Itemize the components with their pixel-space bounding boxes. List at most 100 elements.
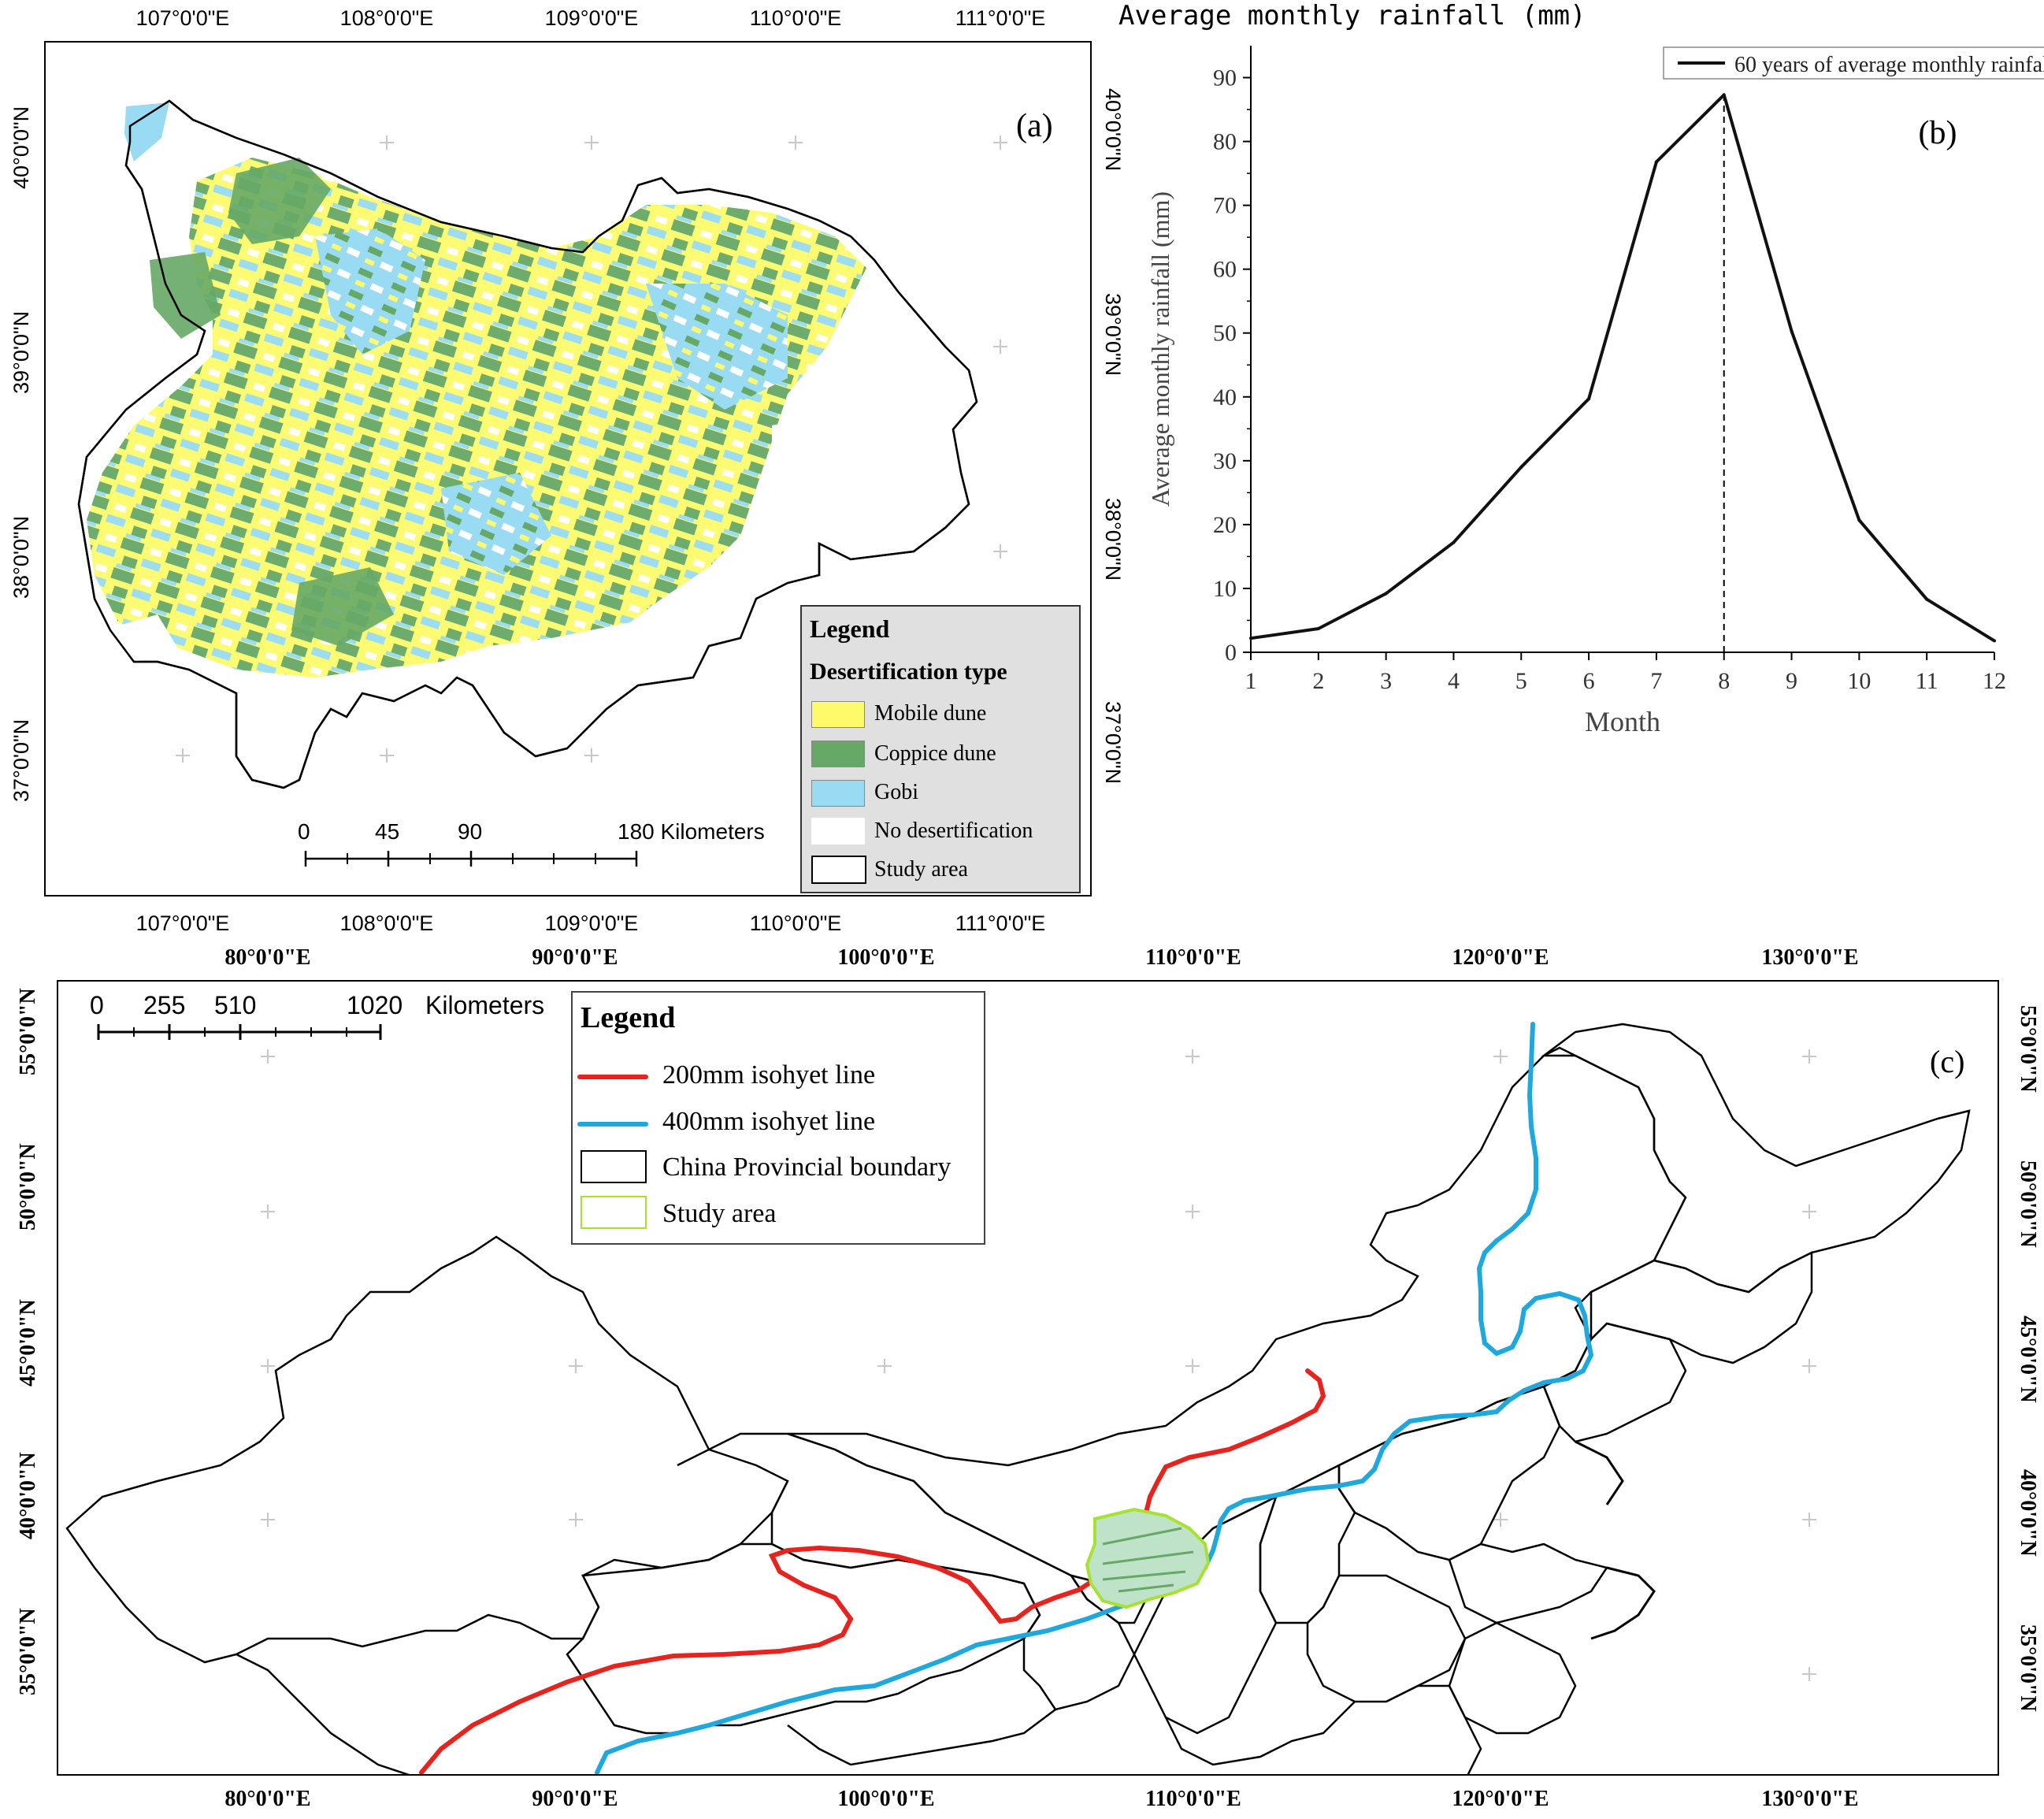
y-tick-label: 60: [1213, 257, 1237, 283]
graticule-cross: [569, 1359, 583, 1373]
lon-label-bottom: 109°0'0"E: [544, 911, 639, 935]
graticule-cross: [380, 135, 394, 150]
y-tick-label: 20: [1213, 512, 1237, 538]
graticule-cross: [569, 1513, 583, 1527]
legend-label: No desertification: [874, 819, 1033, 843]
data-point: [1925, 597, 1929, 601]
data-point: [1993, 639, 1996, 643]
coastline: [1590, 1566, 1656, 1640]
data-point: [1452, 540, 1456, 544]
lon-label-top: 107°0'0"E: [135, 6, 230, 30]
data-point: [1790, 329, 1794, 333]
scale-label: 180 Kilometers: [618, 819, 765, 844]
data-point: [1587, 397, 1591, 401]
graticule-cross: [261, 1049, 275, 1064]
study-area-map: [77, 99, 978, 867]
scale-label: Kilometers: [425, 991, 545, 1019]
lon-label-top: 109°0'0"E: [544, 6, 639, 30]
legend-label: 400mm isohyet line: [662, 1107, 876, 1136]
graticule-cross: [993, 135, 1007, 150]
y-tick-label: 30: [1213, 448, 1237, 474]
graticule-cross: [261, 1205, 275, 1219]
legend-label: Coppice dune: [874, 741, 996, 766]
province-boundary: [1448, 1542, 1609, 1624]
y-tick-label: 0: [1225, 640, 1237, 666]
coastline: [1575, 1440, 1624, 1505]
legend-label: China Provincial boundary: [662, 1153, 952, 1182]
y-tick-label: 80: [1213, 129, 1237, 155]
legend-title: Legend: [581, 1001, 676, 1034]
panel-b-rainfall-chart: 0 10 20 30 40 50 60 70 80 90 1 2 3 4 5 6 7 8 9 10 11 12 Month A…: [1118, 0, 2044, 945]
legend-swatch-no-desertification: [811, 818, 865, 845]
data-point: [1384, 592, 1388, 596]
no-desertification-patch: [102, 614, 181, 662]
legend-label: Study area: [662, 1199, 777, 1228]
graticule-cross: [1802, 1667, 1816, 1681]
lon-label-bottom: 90°0'0"E: [532, 1787, 618, 1811]
x-tick-label: 1: [1245, 668, 1257, 694]
lon-label-bottom: 110°0'0"E: [1145, 1787, 1241, 1811]
scale-label: 45: [375, 819, 400, 844]
scale-label: 0: [90, 991, 104, 1019]
province-boundary: [1133, 1494, 1278, 1735]
graticule-cross: [1185, 1049, 1200, 1064]
scale-label: 510: [214, 991, 257, 1019]
lon-label-top: 90°0'0"E: [532, 945, 618, 970]
graticule-cross: [993, 544, 1007, 559]
map-frame: [57, 980, 1999, 1776]
graticule-cross: [380, 748, 394, 763]
lon-label-top: 100°0'0"E: [837, 945, 935, 970]
data-point: [1519, 465, 1523, 469]
legend-panel-c: Legend 200mm isohyet line 400mm isohyet …: [571, 991, 985, 1245]
legend-swatch-coppice-dune: [811, 741, 865, 767]
graticule-cross: [1802, 1205, 1816, 1219]
graticule-cross: [1185, 1205, 1200, 1219]
panel-label: (c): [1930, 1044, 1965, 1079]
province-boundary: [1448, 1621, 1577, 1735]
y-tick-label: 70: [1213, 193, 1237, 219]
x-tick-label: 9: [1786, 668, 1797, 694]
graticule-cross: [1493, 1049, 1508, 1064]
province-boundary: [1542, 1322, 1687, 1443]
y-axis-label: Average monthly rainfall (mm): [1118, 0, 1586, 32]
chart-legend-label: 60 years of average monthly rainfall: [1734, 53, 2044, 77]
graticule-cross: [993, 340, 1007, 354]
lon-label-top: 120°0'0"E: [1452, 945, 1549, 970]
data-point: [1249, 637, 1252, 640]
graticule-cross: [261, 1359, 275, 1373]
lon-label-top: 110°0'0"E: [1145, 945, 1241, 970]
scale-label: 90: [458, 819, 483, 844]
series-line: [1250, 93, 1996, 643]
lon-label-bottom: 108°0'0"E: [339, 911, 434, 935]
legend-label: Gobi: [874, 780, 918, 804]
province-boundary: [65, 1235, 789, 1664]
lon-label-top: 110°0'0"E: [749, 6, 842, 30]
province-boundary: [1590, 1250, 1813, 1364]
x-tick-label: 12: [1983, 668, 2006, 694]
isohyet-400mm-line: [595, 1022, 1594, 1774]
province-boundary: [1386, 1684, 1482, 1774]
no-desertification-patch: [772, 410, 898, 536]
x-tick-label: 10: [1847, 668, 1871, 694]
lon-label-top: 111°0'0"E: [955, 6, 1046, 30]
legend-panel-a: Legend Desertification type Mobile dune …: [800, 605, 1081, 893]
scale-bar: [97, 1024, 382, 1040]
legend-swatch-study-area: [581, 1196, 647, 1229]
data-point: [1654, 160, 1658, 164]
study-area-boundary-outline: [77, 99, 978, 789]
gobi-patch: [646, 284, 788, 410]
lon-label-bottom: 111°0'0"E: [955, 911, 1046, 935]
legend-label: Study area: [874, 857, 968, 882]
chart-legend-box: [1663, 46, 2044, 80]
isohyet-200mm-line: [419, 1368, 1326, 1774]
lon-label-bottom: 130°0'0"E: [1761, 1787, 1859, 1811]
study-area-texture: [1102, 1527, 1194, 1593]
coppice-dune-patch: [228, 158, 331, 244]
graticule-cross: [1802, 1513, 1816, 1527]
gobi-patch: [441, 473, 551, 575]
panel-c-isohyet-map: 80°0'0"E 90°0'0"E 100°0'0"E 110°0'0"E 12…: [0, 945, 2044, 1819]
scale-label: 255: [143, 991, 186, 1019]
y-tick-label: 90: [1213, 65, 1237, 91]
x-tick-label: 7: [1650, 668, 1662, 694]
lon-label-top: 108°0'0"E: [339, 6, 434, 30]
